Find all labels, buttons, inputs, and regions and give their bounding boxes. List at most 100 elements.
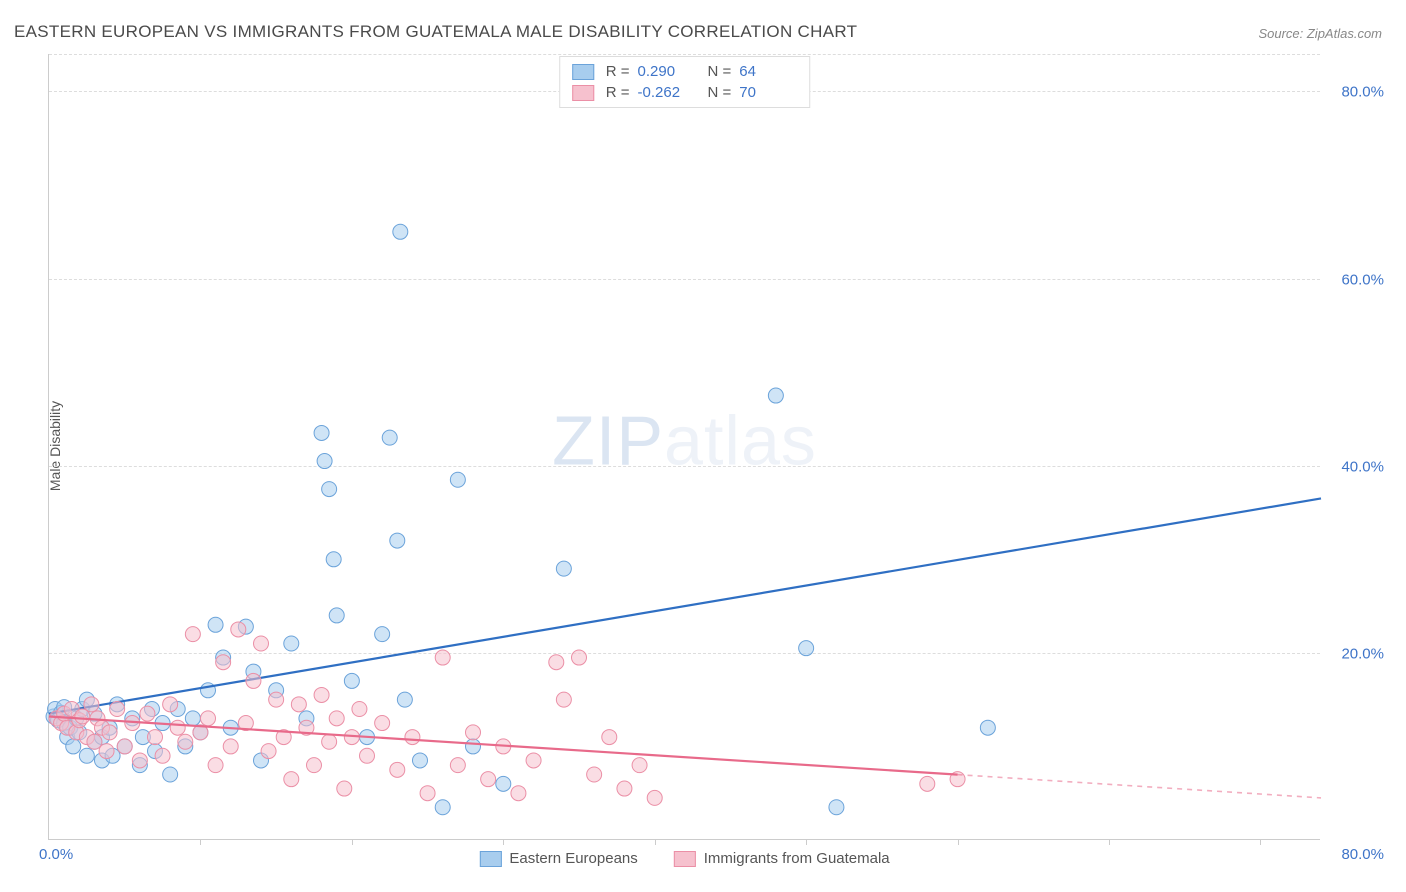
scatter-point [208,758,223,773]
scatter-point [375,627,390,642]
r-value: -0.262 [638,84,696,101]
x-axis-origin-label: 0.0% [39,846,73,863]
scatter-point [375,716,390,731]
scatter-point [572,650,587,665]
legend-swatch [674,851,696,867]
scatter-point [208,617,223,632]
legend-swatch [479,851,501,867]
scatter-point [66,739,81,754]
n-label: N = [708,63,732,80]
scatter-point [291,697,306,712]
scatter-point [420,786,435,801]
scatter-point [466,739,481,754]
scatter-point [435,650,450,665]
scatter-point [317,454,332,469]
scatter-point [110,702,125,717]
scatter-point [344,673,359,688]
x-tick [1260,839,1261,845]
scatter-point [647,790,662,805]
scatter-point [326,552,341,567]
x-tick [503,839,504,845]
correlation-legend: R =0.290N =64R =-0.262N =70 [559,56,811,108]
scatter-point [526,753,541,768]
scatter-point [390,533,405,548]
scatter-point [170,720,185,735]
page-title: EASTERN EUROPEAN VS IMMIGRANTS FROM GUAT… [14,22,857,42]
scatter-point [185,627,200,642]
n-label: N = [708,84,732,101]
scatter-point [261,744,276,759]
scatter-point [314,687,329,702]
x-tick [806,839,807,845]
scatter-point [329,608,344,623]
scatter-point [829,800,844,815]
scatter-point [201,711,216,726]
scatter-point [481,772,496,787]
scatter-point [511,786,526,801]
scatter-point [284,772,299,787]
legend-swatch [572,85,594,101]
scatter-point [102,725,117,740]
scatter-point [132,753,147,768]
legend-label: Immigrants from Guatemala [704,850,890,867]
scatter-point [466,725,481,740]
x-tick [200,839,201,845]
y-tick-label: 60.0% [1341,271,1384,288]
scatter-point [799,641,814,656]
scatter-point [337,781,352,796]
scatter-point [269,692,284,707]
scatter-point [382,430,397,445]
scatter-point [496,776,511,791]
trend-line [49,498,1321,713]
scatter-point [148,730,163,745]
scatter-point [360,748,375,763]
scatter-point [405,730,420,745]
scatter-point [163,697,178,712]
x-axis-max-label: 80.0% [1341,846,1384,863]
scatter-point [117,739,132,754]
legend-row: R = 0.290 N = 64 [572,61,798,82]
scatter-svg [49,54,1320,839]
scatter-point [435,800,450,815]
scatter-point [390,762,405,777]
scatter-point [163,767,178,782]
scatter-point [231,622,246,637]
x-tick [655,839,656,845]
r-label: R = [606,63,630,80]
scatter-point [450,472,465,487]
scatter-point [329,711,344,726]
legend-swatch [572,64,594,80]
scatter-point [140,706,155,721]
legend-row: R =-0.262N =70 [572,82,798,103]
source-attribution: Source: ZipAtlas.com [1258,26,1382,41]
scatter-point [314,425,329,440]
y-tick-label: 20.0% [1341,645,1384,662]
scatter-point [307,758,322,773]
scatter-point [178,734,193,749]
scatter-point [617,781,632,796]
scatter-point [79,748,94,763]
legend-label: Eastern Europeans [509,850,637,867]
y-tick-label: 80.0% [1341,84,1384,101]
scatter-point [322,482,337,497]
scatter-point [84,697,99,712]
legend-item: Eastern Europeans [479,850,637,867]
scatter-point [284,636,299,651]
scatter-point [632,758,647,773]
scatter-point [556,561,571,576]
scatter-point [549,655,564,670]
n-value: 64 [739,63,797,80]
scatter-point [223,739,238,754]
scatter-point [254,636,269,651]
scatter-point [920,776,935,791]
x-tick [352,839,353,845]
series-legend: Eastern Europeans Immigrants from Guatema… [479,850,889,867]
scatter-point [587,767,602,782]
r-value: 0.290 [638,63,696,80]
y-tick-label: 40.0% [1341,458,1384,475]
scatter-point [556,692,571,707]
scatter-point [155,748,170,763]
legend-item: Immigrants from Guatemala [674,850,890,867]
scatter-point [413,753,428,768]
scatter-point [99,744,114,759]
